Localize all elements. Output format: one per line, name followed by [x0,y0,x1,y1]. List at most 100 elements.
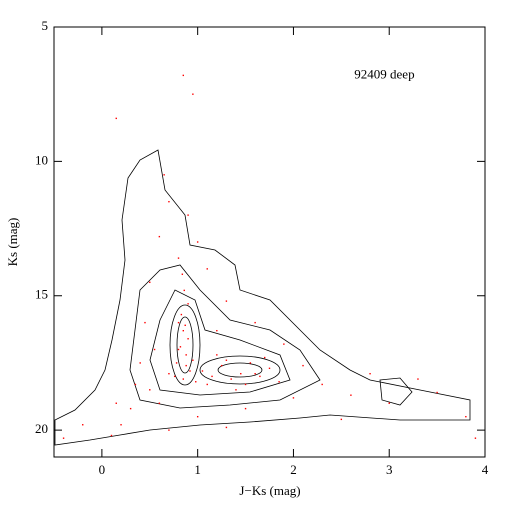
point [177,321,180,324]
point [115,402,117,404]
point [189,370,191,372]
point [168,429,170,431]
point [436,391,438,394]
point [115,117,117,120]
point [417,378,419,380]
x-tick-label: 1 [194,462,201,477]
x-tick-label: 3 [386,462,393,477]
point [177,348,180,351]
point [192,93,194,95]
contour [217,362,263,378]
point [192,359,194,361]
point [187,338,189,340]
x-axis-label: J−Ks (mag) [239,483,300,498]
plot-frame [53,26,486,458]
point [149,389,151,391]
point [177,257,180,259]
point [181,273,184,275]
point [302,364,304,367]
point [259,375,261,378]
point [216,329,218,332]
contour [54,149,471,446]
point [153,348,156,351]
point [139,362,141,364]
point [254,321,256,324]
point [187,303,189,305]
point [230,378,232,380]
contour [379,377,413,406]
annotation: 92409 deep [354,66,414,81]
point [182,329,184,332]
point [225,300,228,302]
point [182,74,184,77]
contour [169,304,201,386]
point [120,424,122,426]
y-tick-label: 20 [35,421,48,436]
point [149,281,151,284]
point [278,381,280,383]
point [173,375,176,378]
point [220,364,223,367]
point [206,268,208,270]
point [129,407,132,410]
point [211,375,213,378]
point [184,324,186,327]
point [235,389,237,391]
point [163,174,165,176]
point [474,437,477,439]
point [206,383,208,386]
point [216,354,218,356]
point [225,359,228,361]
point [264,356,266,359]
contour [176,316,194,374]
point [283,343,285,345]
x-tick-label: 2 [290,462,297,477]
point [195,381,197,383]
y-tick-label: 5 [42,18,49,33]
point [185,354,187,356]
point [183,289,185,292]
point [388,402,390,404]
point [158,402,161,404]
point [268,367,271,370]
point [465,415,467,418]
contour [199,355,281,385]
point [196,241,199,243]
point [168,200,170,203]
point [158,235,161,238]
point [180,313,183,316]
point [185,364,187,367]
point [82,424,84,426]
point [182,378,184,380]
contours [54,149,471,446]
point [240,372,242,375]
point [168,372,170,375]
point [134,383,137,386]
point [244,407,247,410]
point [196,415,199,418]
point [144,321,146,324]
x-tick-label: 4 [482,462,489,477]
y-axis-label: Ks (mag) [5,218,20,267]
point [244,383,247,386]
point [254,372,256,375]
x-tick-label: 0 [99,462,106,477]
point [350,394,352,396]
point [110,434,113,437]
point [249,362,252,364]
y-tick-label: 10 [35,152,48,167]
point [369,372,371,375]
point [292,397,295,399]
contour [149,289,291,396]
point [175,362,178,364]
point [201,370,204,372]
point [321,383,323,386]
contour [129,264,321,409]
point [340,418,343,421]
point [187,214,189,216]
point [225,426,228,429]
point [62,437,65,439]
point [179,346,182,348]
y-tick-label: 15 [35,287,48,302]
